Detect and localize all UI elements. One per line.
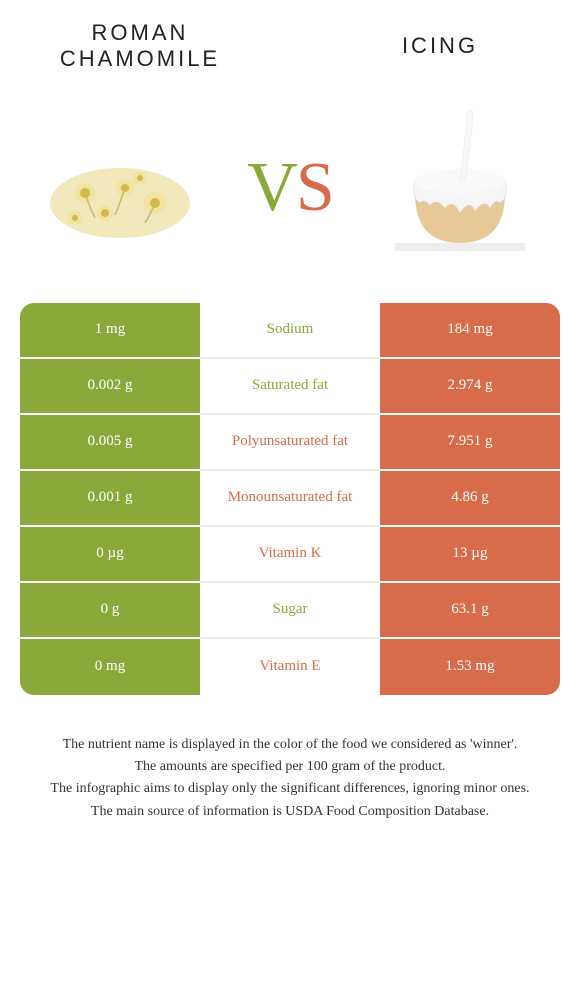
left-value: 0 mg bbox=[20, 639, 200, 695]
left-value: 0.005 g bbox=[20, 415, 200, 471]
left-title-line1: ROMAN bbox=[40, 20, 240, 46]
right-value: 2.974 g bbox=[380, 359, 560, 415]
chamomile-icon bbox=[35, 123, 205, 253]
left-value: 0 g bbox=[20, 583, 200, 639]
footer-line2: The amounts are specified per 100 gram o… bbox=[20, 757, 560, 777]
nutrient-label: Sodium bbox=[200, 303, 380, 359]
nutrient-label: Monounsaturated fat bbox=[200, 471, 380, 527]
left-value: 1 mg bbox=[20, 303, 200, 359]
nutrient-label: Polyunsaturated fat bbox=[200, 415, 380, 471]
right-value: 4.86 g bbox=[380, 471, 560, 527]
table-row: 0 mgVitamin E1.53 mg bbox=[20, 639, 560, 695]
nutrient-label: Vitamin K bbox=[200, 527, 380, 583]
right-value: 184 mg bbox=[380, 303, 560, 359]
right-value: 63.1 g bbox=[380, 583, 560, 639]
left-value: 0 µg bbox=[20, 527, 200, 583]
vs-s: S bbox=[296, 149, 333, 226]
right-value: 13 µg bbox=[380, 527, 560, 583]
left-value: 0.001 g bbox=[20, 471, 200, 527]
left-title-line2: CHAMOMILE bbox=[40, 46, 240, 72]
left-title: ROMAN CHAMOMILE bbox=[40, 20, 240, 73]
right-value: 7.951 g bbox=[380, 415, 560, 471]
table-row: 1 mgSodium184 mg bbox=[20, 303, 560, 359]
table-row: 0.002 gSaturated fat2.974 g bbox=[20, 359, 560, 415]
table-row: 0 µgVitamin K13 µg bbox=[20, 527, 560, 583]
nutrient-label: Saturated fat bbox=[200, 359, 380, 415]
icing-icon bbox=[375, 103, 545, 273]
footer-line3: The infographic aims to display only the… bbox=[20, 779, 560, 799]
right-title: ICING bbox=[340, 33, 540, 59]
footer-line4: The main source of information is USDA F… bbox=[20, 802, 560, 822]
table-row: 0.005 gPolyunsaturated fat7.951 g bbox=[20, 415, 560, 471]
footer-notes: The nutrient name is displayed in the co… bbox=[20, 735, 560, 822]
nutrient-label: Vitamin E bbox=[200, 639, 380, 695]
footer-line1: The nutrient name is displayed in the co… bbox=[20, 735, 560, 755]
table-row: 0 gSugar63.1 g bbox=[20, 583, 560, 639]
left-value: 0.002 g bbox=[20, 359, 200, 415]
vs-label: VS bbox=[247, 148, 333, 228]
vs-v: V bbox=[247, 149, 296, 226]
images-row: VS bbox=[0, 83, 580, 303]
right-value: 1.53 mg bbox=[380, 639, 560, 695]
header: ROMAN CHAMOMILE ICING bbox=[0, 0, 580, 83]
table-row: 0.001 gMonounsaturated fat4.86 g bbox=[20, 471, 560, 527]
icing-image bbox=[370, 103, 550, 273]
chamomile-image bbox=[30, 103, 210, 273]
comparison-table: 1 mgSodium184 mg0.002 gSaturated fat2.97… bbox=[20, 303, 560, 695]
nutrient-label: Sugar bbox=[200, 583, 380, 639]
